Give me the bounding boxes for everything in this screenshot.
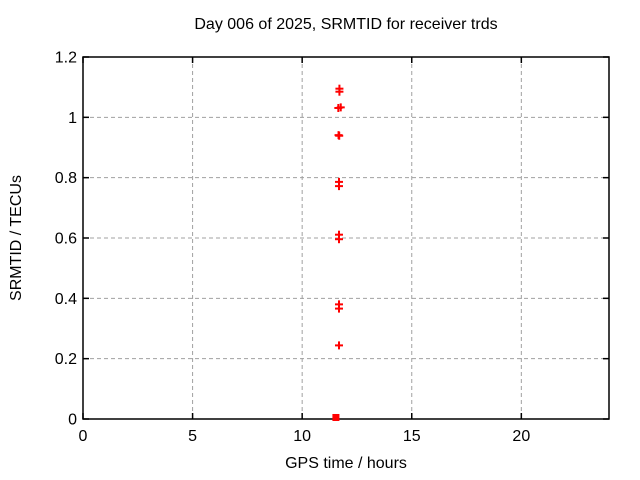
y-tick-label: 0.8 <box>55 170 77 187</box>
data-point-square <box>332 413 340 421</box>
x-tick-label: 10 <box>293 428 311 445</box>
y-tick-label: 0.6 <box>55 231 77 248</box>
x-tick-label: 0 <box>79 428 88 445</box>
y-tick-label: 1 <box>68 110 77 127</box>
x-tick-label: 5 <box>188 428 197 445</box>
x-axis-label: GPS time / hours <box>285 455 407 472</box>
x-tick-label: 20 <box>512 428 530 445</box>
chart-title: Day 006 of 2025, SRMTID for receiver trd… <box>194 16 498 33</box>
y-tick-label: 1.2 <box>55 50 77 67</box>
y-tick-label: 0.4 <box>55 291 77 308</box>
y-tick-label: 0.2 <box>55 351 77 368</box>
x-tick-label: 15 <box>403 428 421 445</box>
y-tick-label: 0 <box>68 412 77 429</box>
